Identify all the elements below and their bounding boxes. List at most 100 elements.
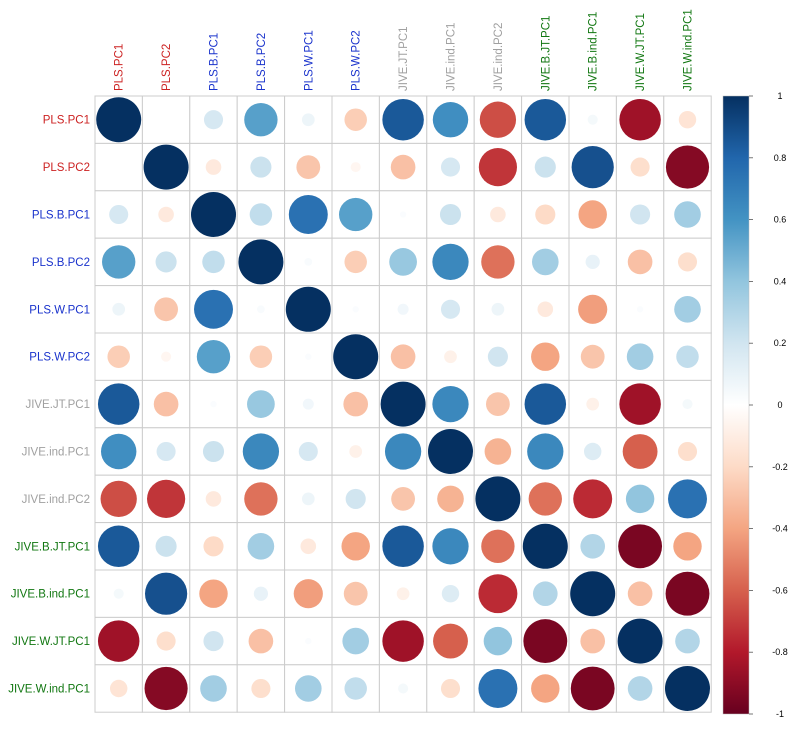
- corr-circle-PLS.B.PC2-JIVE.ind.PC1: [432, 243, 469, 281]
- corr-circle-PLS.PC1-JIVE.W.JT.PC1: [619, 98, 661, 141]
- corr-circle-JIVE.ind.PC2-JIVE.ind.PC2: [475, 476, 521, 522]
- row-label: JIVE.B.ind.PC1: [11, 589, 90, 601]
- column-label: JIVE.B.JT.PC1: [540, 16, 552, 91]
- corr-circle-JIVE.ind.PC1-JIVE.ind.PC1: [428, 429, 473, 474]
- corr-circle-JIVE.W.JT.PC1-PLS.B.PC2: [248, 628, 274, 654]
- corr-circle-PLS.W.PC1-JIVE.JT.PC1: [397, 303, 409, 315]
- corr-circle-JIVE.B.JT.PC1-JIVE.B.JT.PC1: [522, 523, 568, 569]
- row-label: JIVE.ind.PC1: [22, 447, 90, 459]
- corr-circle-JIVE.B.JT.PC1-JIVE.ind.PC1: [432, 528, 469, 565]
- corr-circle-JIVE.ind.PC1-JIVE.W.ind.PC1: [677, 441, 698, 462]
- column-label: JIVE.B.ind.PC1: [588, 12, 600, 91]
- corr-circle-JIVE.ind.PC1-PLS.PC1: [100, 433, 137, 470]
- corr-circle-PLS.PC1-JIVE.ind.PC1: [432, 101, 469, 138]
- corr-circle-JIVE.ind.PC1-PLS.PC2: [156, 441, 176, 462]
- corr-circle-PLS.W.PC1-PLS.PC2: [154, 297, 179, 322]
- corr-circle-PLS.B.PC2-JIVE.JT.PC1: [389, 248, 417, 276]
- corr-circle-PLS.B.PC2-JIVE.W.ind.PC1: [677, 252, 698, 272]
- corr-circle-PLS.W.PC2-PLS.W.PC2: [333, 334, 379, 380]
- colorbar-tick-label: 0.6: [774, 215, 787, 225]
- corr-circle-JIVE.B.JT.PC1-PLS.W.PC2: [341, 532, 370, 561]
- corr-circle-PLS.PC1-PLS.B.PC2: [244, 103, 278, 137]
- corr-circle-JIVE.B.ind.PC1-PLS.B.PC2: [253, 586, 269, 601]
- corr-circle-JIVE.B.JT.PC1-JIVE.W.JT.PC1: [618, 524, 663, 569]
- corr-circle-JIVE.JT.PC1-JIVE.JT.PC1: [380, 381, 426, 427]
- corr-circle-PLS.B.PC1-PLS.B.PC1: [191, 192, 236, 237]
- colorbar-tick-label: -0.6: [772, 585, 788, 595]
- corr-circle-PLS.B.PC1-JIVE.B.ind.PC1: [578, 200, 607, 229]
- corr-circle-JIVE.ind.PC1-JIVE.JT.PC1: [384, 433, 422, 470]
- corr-circle-PLS.B.PC1-PLS.PC1: [109, 204, 129, 225]
- corr-circle-JIVE.W.ind.PC1-PLS.B.PC2: [251, 678, 271, 699]
- corr-circle-JIVE.W.ind.PC1-JIVE.W.JT.PC1: [627, 676, 653, 701]
- corr-circle-JIVE.W.JT.PC1-JIVE.B.JT.PC1: [523, 619, 568, 664]
- corr-circle-PLS.B.PC1-PLS.W.PC1: [288, 195, 328, 234]
- corr-circle-JIVE.W.ind.PC1-JIVE.JT.PC1: [398, 683, 409, 694]
- corr-circle-JIVE.JT.PC1-PLS.B.PC2: [247, 390, 275, 418]
- corr-circle-PLS.PC1-PLS.PC1: [96, 97, 142, 143]
- corr-circle-JIVE.W.JT.PC1-JIVE.JT.PC1: [382, 620, 424, 662]
- row-label: PLS.W.PC1: [29, 304, 90, 316]
- row-label: PLS.B.PC2: [32, 257, 90, 269]
- corr-circle-JIVE.B.JT.PC1-JIVE.JT.PC1: [382, 525, 424, 568]
- row-label: JIVE.W.JT.PC1: [12, 636, 90, 648]
- corr-circle-PLS.PC1-JIVE.ind.PC2: [479, 101, 517, 138]
- corr-circle-PLS.B.PC2-JIVE.B.ind.PC1: [585, 254, 600, 270]
- corr-circle-PLS.B.PC2-JIVE.ind.PC2: [481, 245, 515, 279]
- corr-circle-JIVE.JT.PC1-PLS.W.PC2: [343, 391, 369, 417]
- corr-circle-JIVE.ind.PC2-PLS.B.PC2: [244, 482, 278, 516]
- corr-circle-PLS.PC2-JIVE.B.ind.PC1: [571, 145, 614, 189]
- corr-circle-PLS.W.PC1-PLS.PC1: [112, 302, 126, 316]
- corr-circle-JIVE.ind.PC2-JIVE.B.ind.PC1: [573, 479, 613, 519]
- row-label: PLS.PC1: [43, 115, 90, 127]
- corr-circle-JIVE.JT.PC1-JIVE.ind.PC2: [485, 392, 510, 417]
- corr-circle-JIVE.B.ind.PC1-JIVE.B.ind.PC1: [570, 571, 616, 617]
- corr-circle-PLS.B.PC1-PLS.B.PC2: [249, 203, 273, 226]
- corr-circle-JIVE.B.JT.PC1-PLS.PC2: [155, 535, 177, 557]
- column-label: JIVE.ind.PC1: [446, 23, 458, 91]
- colorbar-legend: 1 0.8 0.6 0.4 0.2 0 -0.2 -0.4 -0.6 -0.8 -1: [722, 91, 788, 719]
- colorbar-gradient: [722, 95, 750, 715]
- colorbar-tick-label: -0.8: [772, 647, 788, 657]
- corr-circle-JIVE.JT.PC1-PLS.W.PC1: [302, 398, 314, 410]
- corr-circle-PLS.W.PC1-JIVE.W.ind.PC1: [674, 295, 701, 323]
- corr-circle-PLS.W.PC2-PLS.B.PC2: [249, 345, 273, 368]
- corr-circle-PLS.PC1-PLS.W.PC2: [344, 108, 367, 131]
- corr-circle-PLS.PC2-JIVE.ind.PC2: [478, 148, 517, 187]
- corr-circle-JIVE.B.ind.PC1-PLS.PC1: [113, 588, 124, 599]
- corr-circle-JIVE.W.ind.PC1-JIVE.B.JT.PC1: [531, 674, 560, 703]
- colorbar-tick-label: -0.4: [772, 524, 788, 534]
- corr-circle-JIVE.JT.PC1-PLS.PC1: [97, 383, 140, 425]
- row-labels: PLS.PC1 PLS.PC2 PLS.B.PC1 PLS.B.PC2 PLS.W.PC…: [8, 115, 90, 696]
- column-label: JIVE.W.ind.PC1: [683, 9, 695, 91]
- corr-circle-JIVE.W.ind.PC1-PLS.W.PC1: [294, 675, 322, 702]
- corr-circle-JIVE.W.JT.PC1-PLS.PC1: [97, 620, 140, 662]
- corr-circle-PLS.PC1-PLS.B.PC1: [203, 110, 224, 130]
- corr-circle-PLS.W.PC1-PLS.W.PC1: [285, 286, 331, 332]
- corr-circle-JIVE.B.ind.PC1-JIVE.B.JT.PC1: [532, 581, 558, 607]
- corr-circle-JIVE.ind.PC2-JIVE.B.JT.PC1: [528, 482, 562, 516]
- colorbar-tick-label: -0.2: [772, 462, 788, 472]
- corr-circle-PLS.PC2-PLS.B.PC1: [205, 159, 222, 175]
- corr-circle-JIVE.B.ind.PC1-PLS.PC2: [144, 572, 188, 615]
- corr-circle-PLS.PC2-PLS.W.PC2: [350, 162, 361, 173]
- column-label: JIVE.ind.PC2: [493, 23, 505, 91]
- corr-circle-PLS.W.PC1-PLS.B.PC2: [257, 305, 265, 314]
- corr-circle-PLS.B.PC1-JIVE.W.JT.PC1: [630, 204, 651, 225]
- corr-circle-PLS.PC1-JIVE.W.ind.PC1: [678, 110, 697, 129]
- grid-cell: [141, 95, 191, 144]
- column-label: PLS.W.PC2: [351, 30, 363, 91]
- row-label: JIVE.JT.PC1: [25, 399, 90, 411]
- corr-circle-PLS.B.PC1-PLS.PC2: [158, 206, 174, 223]
- corr-circle-PLS.PC2-JIVE.ind.PC1: [440, 157, 461, 177]
- corr-circle-JIVE.W.JT.PC1-PLS.B.PC1: [203, 631, 224, 652]
- corr-circle-PLS.B.PC1-JIVE.ind.PC2: [490, 206, 506, 223]
- grid-cell: [94, 142, 143, 192]
- corr-circle-JIVE.ind.PC2-JIVE.W.ind.PC1: [668, 479, 707, 519]
- corr-circle-PLS.B.PC2-PLS.PC1: [102, 245, 136, 279]
- colorbar-tick-label: 0.2: [774, 338, 787, 348]
- corr-circle-PLS.W.PC2-JIVE.ind.PC1: [444, 350, 457, 364]
- corr-circle-PLS.W.PC2-PLS.B.PC1: [196, 340, 231, 374]
- row-label: JIVE.ind.PC2: [22, 494, 90, 506]
